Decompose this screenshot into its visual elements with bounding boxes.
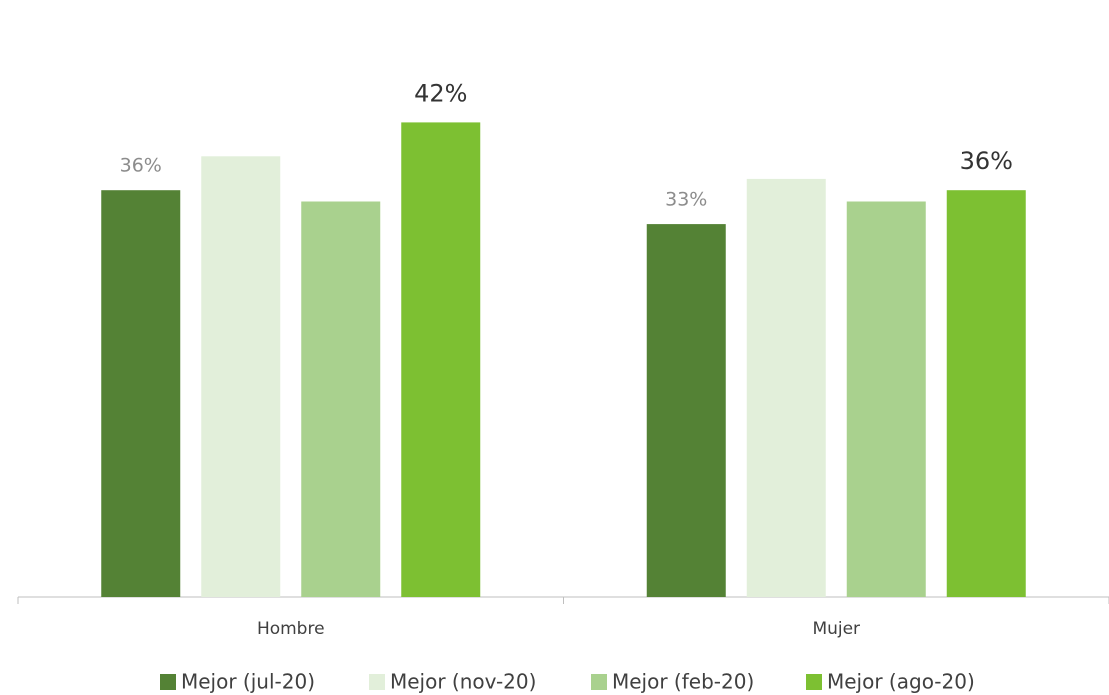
legend-label: Mejor (ago-20) [827, 670, 975, 694]
data-label: 36% [120, 155, 162, 177]
legend-label: Mejor (feb-20) [612, 670, 754, 694]
data-label: 36% [960, 147, 1013, 175]
bar [401, 122, 481, 598]
bar [946, 190, 1026, 597]
legend-swatch [806, 674, 822, 690]
data-label: 33% [665, 189, 707, 211]
legend-swatch [369, 674, 385, 690]
legend-label: Mejor (nov-20) [390, 670, 536, 694]
data-label: 42% [414, 79, 467, 107]
x-tick-label: Hombre [257, 619, 325, 639]
x-tick-label: Mujer [812, 619, 860, 639]
legend-label: Mejor (jul-20) [181, 670, 315, 694]
legend-swatch [591, 674, 607, 690]
bar [746, 178, 826, 597]
bar [301, 201, 381, 597]
legend-swatch [160, 674, 176, 690]
bar [101, 190, 181, 597]
bar [846, 201, 926, 597]
bar [646, 224, 726, 597]
bar [201, 156, 281, 598]
